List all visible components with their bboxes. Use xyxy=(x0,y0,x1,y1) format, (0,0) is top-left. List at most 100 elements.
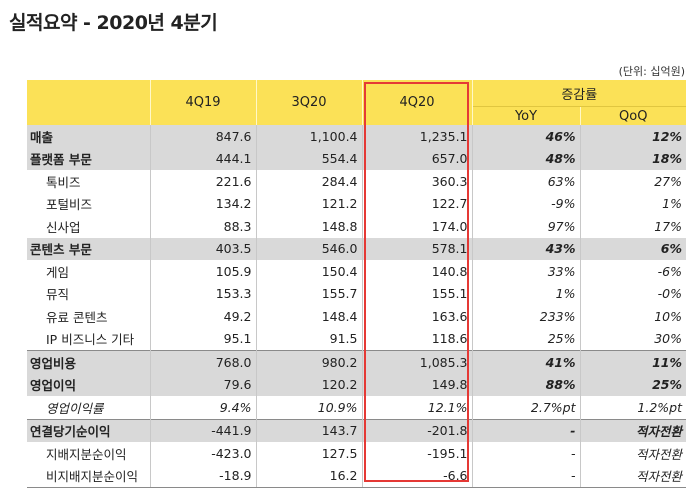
cell-4q20: 163.6 xyxy=(361,305,472,328)
table-row: 포털비즈 134.2 121.2 122.7 -9% 1% xyxy=(27,192,687,215)
cell-3q20: 148.4 xyxy=(255,305,362,328)
cell-4q19: 444.1 xyxy=(149,147,256,170)
cell-4q19: 134.2 xyxy=(149,192,256,215)
table-row: 매출 847.6 1,100.4 1,235.1 46% 12% xyxy=(27,125,687,148)
cell-qoq: 30% xyxy=(579,327,687,351)
cell-4q20: 1,085.3 xyxy=(361,350,472,374)
cell-4q19: 79.6 xyxy=(149,373,256,396)
cell-yoy: 48% xyxy=(471,147,580,170)
cell-3q20: 127.5 xyxy=(255,442,362,465)
col-header-qoq: QoQ xyxy=(579,106,687,125)
cell-yoy: 33% xyxy=(471,260,580,283)
cell-3q20: 980.2 xyxy=(255,350,362,374)
col-header-4q20: 4Q20 xyxy=(361,80,472,125)
cell-4q19: -18.9 xyxy=(149,464,256,488)
row-label: 지배지분순이익 xyxy=(46,446,127,462)
cell-yoy: -9% xyxy=(471,192,580,215)
cell-yoy: 63% xyxy=(471,170,580,193)
table-row: 뮤직 153.3 155.7 155.1 1% -0% xyxy=(27,282,687,305)
row-label: 영업비용 xyxy=(27,350,150,374)
col-header-4q19: 4Q19 xyxy=(149,80,256,125)
row-label: 콘텐츠 부문 xyxy=(27,237,150,260)
cell-qoq: 25% xyxy=(579,373,687,396)
col-header-3q20: 3Q20 xyxy=(255,80,362,125)
cell-4q20: 149.8 xyxy=(361,373,472,396)
cell-yoy: - xyxy=(471,442,580,465)
row-label: 연결당기순이익 xyxy=(27,418,150,442)
cell-yoy: 2.7%pt xyxy=(471,396,580,419)
row-label: 영업이익 xyxy=(27,373,150,396)
cell-yoy: 46% xyxy=(471,125,580,148)
cell-qoq: 18% xyxy=(579,147,687,170)
table-row: 게임 105.9 150.4 140.8 33% -6% xyxy=(27,260,687,283)
cell-qoq: 12% xyxy=(579,125,687,148)
table-row: 플랫폼 부문 444.1 554.4 657.0 48% 18% xyxy=(27,147,687,170)
row-label: IP 비즈니스 기타 xyxy=(46,332,135,348)
cell-4q19: 49.2 xyxy=(149,305,256,328)
cell-4q19: 105.9 xyxy=(149,260,256,283)
cell-4q19: 221.6 xyxy=(149,170,256,193)
cell-yoy: - xyxy=(471,464,580,488)
row-label: 뮤직 xyxy=(46,287,70,303)
table-row: 비지배지분순이익 -18.9 16.2 -6.6 - 적자전환 xyxy=(27,464,687,488)
cell-3q20: 554.4 xyxy=(255,147,362,170)
cell-3q20: 150.4 xyxy=(255,260,362,283)
row-label: 비지배지분순이익 xyxy=(27,464,150,488)
table-row: 신사업 88.3 148.8 174.0 97% 17% xyxy=(27,215,687,238)
cell-yoy: 97% xyxy=(471,215,580,238)
cell-4q20: 118.6 xyxy=(361,327,472,351)
cell-qoq: 6% xyxy=(579,237,687,260)
row-label: 매출 xyxy=(27,125,150,148)
cell-qoq: 10% xyxy=(579,305,687,328)
cell-qoq: 1.2%pt xyxy=(579,396,687,419)
cell-4q19: 403.5 xyxy=(149,237,256,260)
row-label: 게임 xyxy=(46,264,70,280)
cell-4q20: -201.8 xyxy=(361,418,472,442)
cell-3q20: 546.0 xyxy=(255,237,362,260)
cell-qoq: 적자전환 xyxy=(579,442,687,465)
row-label: 플랫폼 부문 xyxy=(27,147,150,170)
cell-qoq: -6% xyxy=(579,260,687,283)
row-label: 톡비즈 xyxy=(46,174,81,190)
cell-4q19: 95.1 xyxy=(149,327,256,351)
cell-4q20: -6.6 xyxy=(361,464,472,488)
table-row: 영업이익률 9.4% 10.9% 12.1% 2.7%pt 1.2%pt xyxy=(27,396,687,419)
cell-yoy: 233% xyxy=(471,305,580,328)
header-blank xyxy=(27,80,150,125)
cell-3q20: 120.2 xyxy=(255,373,362,396)
cell-yoy: 1% xyxy=(471,282,580,305)
cell-yoy: 25% xyxy=(471,327,580,351)
financial-summary-table: 4Q19 3Q20 4Q20 증감률 YoY QoQ 매출 847.6 1,10… xyxy=(27,80,687,488)
cell-4q19: 847.6 xyxy=(149,125,256,148)
col-header-change: 증감률 xyxy=(471,80,687,107)
cell-3q20: 10.9% xyxy=(255,396,362,419)
cell-4q20: 657.0 xyxy=(361,147,472,170)
cell-4q19: -441.9 xyxy=(149,418,256,442)
cell-4q19: 768.0 xyxy=(149,350,256,374)
cell-4q20: 155.1 xyxy=(361,282,472,305)
cell-yoy: 43% xyxy=(471,237,580,260)
cell-4q20: 578.1 xyxy=(361,237,472,260)
table-row: 영업이익 79.6 120.2 149.8 88% 25% xyxy=(27,373,687,396)
cell-4q19: 88.3 xyxy=(149,215,256,238)
row-label: 영업이익률 xyxy=(46,400,104,416)
cell-4q20: 140.8 xyxy=(361,260,472,283)
cell-4q19: 153.3 xyxy=(149,282,256,305)
cell-3q20: 1,100.4 xyxy=(255,125,362,148)
cell-4q20: 174.0 xyxy=(361,215,472,238)
table-row: 영업비용 768.0 980.2 1,085.3 41% 11% xyxy=(27,350,687,374)
cell-3q20: 155.7 xyxy=(255,282,362,305)
cell-qoq: -0% xyxy=(579,282,687,305)
cell-4q20: -195.1 xyxy=(361,442,472,465)
cell-qoq: 27% xyxy=(579,170,687,193)
cell-yoy: - xyxy=(471,418,580,442)
cell-3q20: 284.4 xyxy=(255,170,362,193)
cell-yoy: 41% xyxy=(471,350,580,374)
cell-4q20: 12.1% xyxy=(361,396,472,419)
cell-qoq: 적자전환 xyxy=(579,464,687,488)
cell-qoq: 1% xyxy=(579,192,687,215)
cell-3q20: 121.2 xyxy=(255,192,362,215)
table-row: 연결당기순이익 -441.9 143.7 -201.8 - 적자전환 xyxy=(27,418,687,442)
cell-yoy: 88% xyxy=(471,373,580,396)
page-title: 실적요약 - 2020년 4분기 xyxy=(9,12,218,34)
